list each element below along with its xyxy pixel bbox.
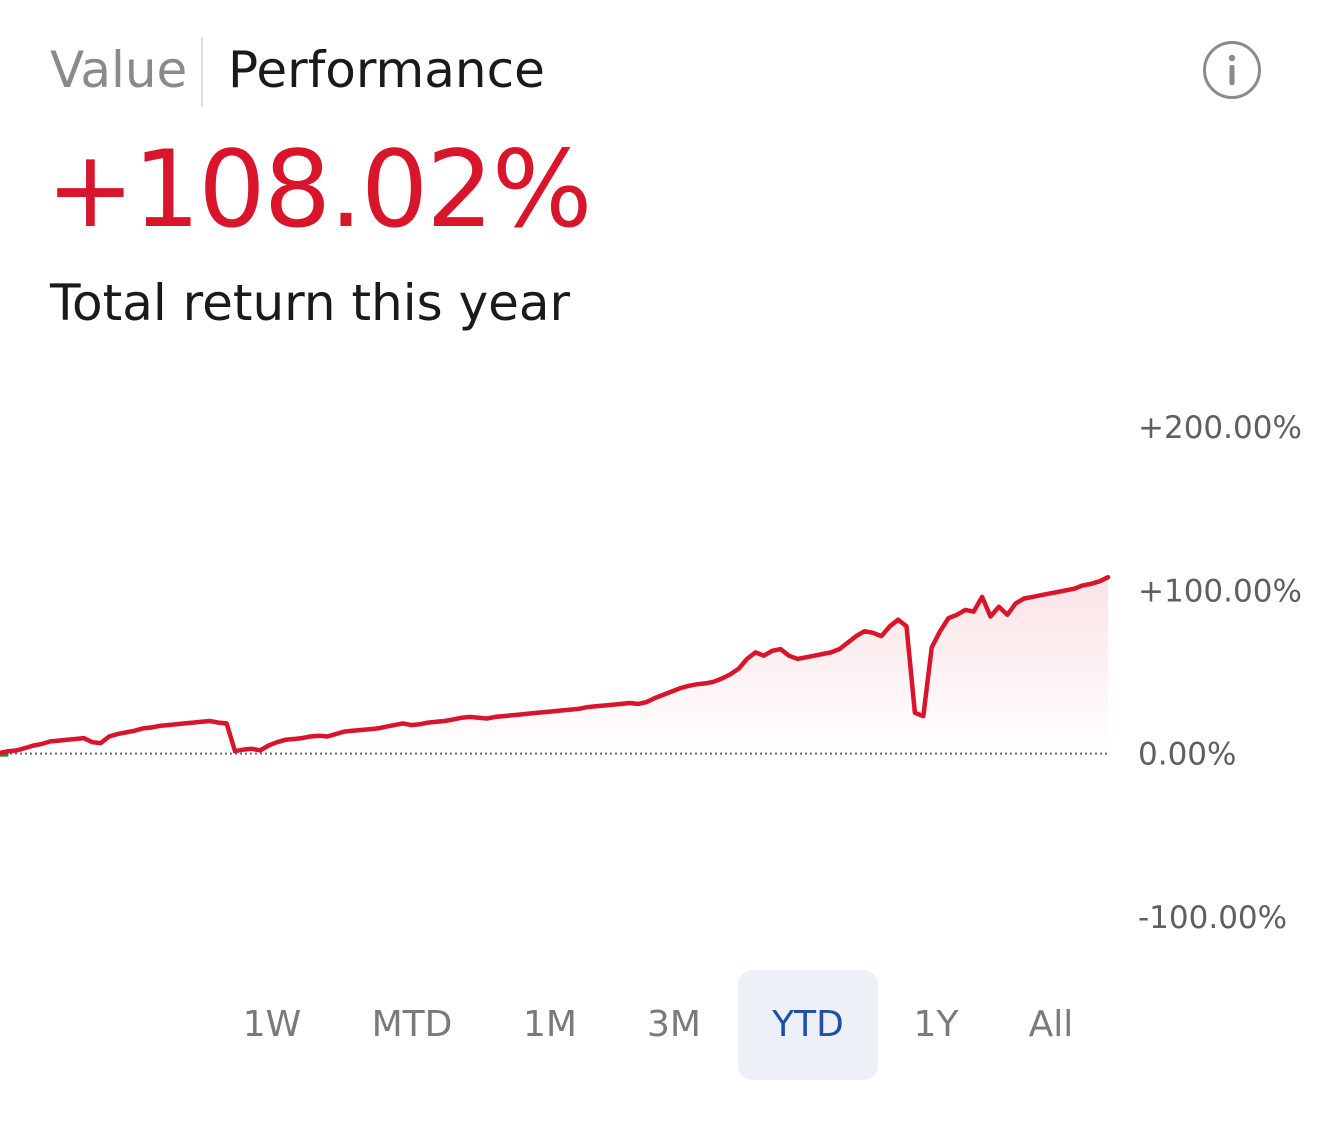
view-switcher: Value Performance [0, 0, 1320, 140]
y-tick-label: 0.00% [1138, 737, 1236, 773]
total-return-caption: Total return this year [50, 274, 571, 332]
range-button-1m[interactable]: 1M [523, 1004, 577, 1045]
chart-area-fill [0, 577, 1108, 754]
performance-chart[interactable]: +200.00% +100.00% 0.00% -100.00% [0, 380, 1320, 960]
performance-chart-svg: +200.00% +100.00% 0.00% -100.00% [0, 410, 1302, 936]
range-button-mtd[interactable]: MTD [371, 1004, 453, 1045]
range-button-all[interactable]: All [1028, 1004, 1074, 1045]
tab-value[interactable]: Value [50, 41, 188, 99]
range-button-1y[interactable]: 1Y [913, 1004, 959, 1045]
chart-series-line [0, 574, 1111, 756]
info-icon [1228, 54, 1236, 85]
total-return-value: +108.02% [46, 128, 592, 251]
y-tick-label: +100.00% [1138, 573, 1302, 609]
y-tick-label: +200.00% [1138, 410, 1302, 446]
range-button-ytd[interactable]: YTD [738, 970, 878, 1080]
range-button-3m[interactable]: 3M [647, 1004, 701, 1045]
time-range-selector: 1W MTD 1M 3M YTD 1Y All [0, 970, 1320, 1082]
info-button[interactable] [1203, 41, 1261, 99]
tab-performance[interactable]: Performance [228, 41, 545, 99]
tab-divider [201, 37, 203, 107]
range-button-1w[interactable]: 1W [242, 1004, 302, 1045]
y-tick-label: -100.00% [1138, 900, 1287, 936]
